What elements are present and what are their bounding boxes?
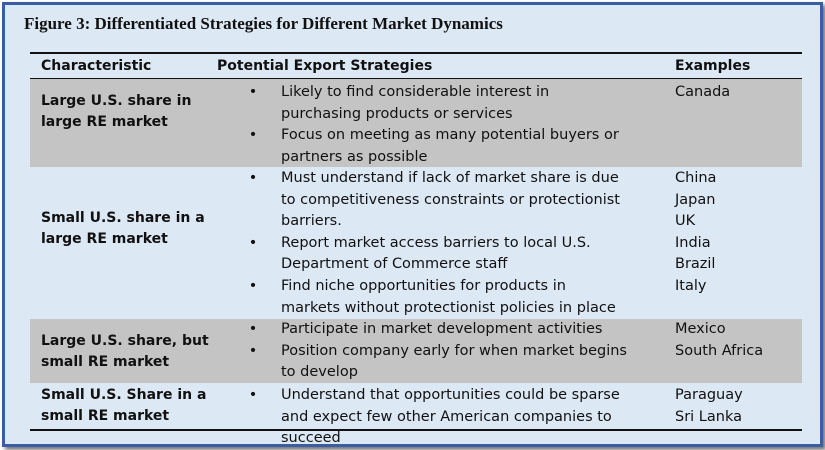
bullet-icon: • xyxy=(248,127,258,144)
example-country: Brazil xyxy=(675,256,716,273)
strategy-bullet: • Report market access barriers to local … xyxy=(248,233,628,276)
row-examples: China Japan UK India Brazil Italy xyxy=(675,168,800,298)
row-characteristic: Large U.S. share, but small RE market xyxy=(41,333,209,370)
figure-title: Figure 3: Differentiated Strategies for … xyxy=(24,14,503,33)
example-country: Sri Lanka xyxy=(675,408,742,425)
strategy-text: Find niche opportunities for products in… xyxy=(281,277,616,316)
row-strategies: • Must understand if lack of market share… xyxy=(248,168,628,319)
row-characteristic: Large U.S. share in large RE market xyxy=(41,93,192,130)
strategy-text: Participate in market development activi… xyxy=(281,321,603,337)
table-row: Small U.S. Share in a small RE market • U… xyxy=(30,383,802,446)
header-examples: Examples xyxy=(675,58,751,74)
table-row: Large U.S. share, but small RE market • P… xyxy=(30,319,802,383)
table-header-row: Characteristic Potential Export Strategi… xyxy=(30,54,802,79)
example-country: UK xyxy=(675,213,696,230)
row-strategies: • Understand that opportunities could be … xyxy=(248,385,628,450)
bullet-icon: • xyxy=(248,84,258,100)
strategy-bullet: • Understand that opportunities could be … xyxy=(248,385,628,450)
example-country: China xyxy=(675,170,717,186)
table-row: Large U.S. share in large RE market • Lik… xyxy=(30,79,802,167)
example-country: Mexico xyxy=(675,321,726,337)
bullet-icon: • xyxy=(248,170,258,186)
example-country: Japan xyxy=(675,191,716,208)
example-country: Paraguay xyxy=(675,387,743,403)
bullet-icon: • xyxy=(248,234,258,251)
strategy-bullet: • Position company early for when market … xyxy=(248,341,628,384)
bullet-icon: • xyxy=(248,342,258,359)
row-strategies: • Likely to find considerable interest in… xyxy=(248,82,628,168)
example-country: Italy xyxy=(675,277,707,294)
row-characteristic: Small U.S. share in a large RE market xyxy=(41,210,205,247)
row-characteristic: Small U.S. Share in a small RE market xyxy=(41,387,207,424)
bullet-icon: • xyxy=(248,387,258,403)
example-country: India xyxy=(675,234,711,251)
example-country: South Africa xyxy=(675,342,764,359)
header-characteristic: Characteristic xyxy=(41,58,152,74)
table-row: Small U.S. share in a large RE market • M… xyxy=(30,167,802,319)
strategy-text: Likely to find considerable interest in … xyxy=(281,84,550,122)
bullet-icon: • xyxy=(248,321,258,337)
header-strategies: Potential Export Strategies xyxy=(217,58,433,74)
strategy-bullet: • Find niche opportunities for products i… xyxy=(248,276,628,319)
row-examples: Paraguay Sri Lanka xyxy=(675,385,800,428)
bullet-icon: • xyxy=(248,277,258,294)
strategy-text: Position company early for when market b… xyxy=(281,342,627,381)
strategy-text: Focus on meeting as many potential buyer… xyxy=(281,127,619,165)
strategy-bullet: • Focus on meeting as many potential buye… xyxy=(248,125,628,168)
strategy-bullet: • Must understand if lack of market share… xyxy=(248,168,628,233)
strategy-bullet: • Likely to find considerable interest in… xyxy=(248,82,628,125)
row-strategies: • Participate in market development activ… xyxy=(248,319,628,384)
strategy-bullet: • Participate in market development activ… xyxy=(248,319,628,341)
strategy-text: Report market access barriers to local U… xyxy=(281,234,591,273)
strategy-table: Characteristic Potential Export Strategi… xyxy=(30,52,802,446)
row-examples: Canada xyxy=(675,82,800,104)
example-country: Canada xyxy=(675,84,731,100)
row-examples: Mexico South Africa xyxy=(675,319,800,362)
strategy-text: Must understand if lack of market share … xyxy=(281,170,620,230)
strategy-text: Understand that opportunities could be s… xyxy=(281,387,620,447)
